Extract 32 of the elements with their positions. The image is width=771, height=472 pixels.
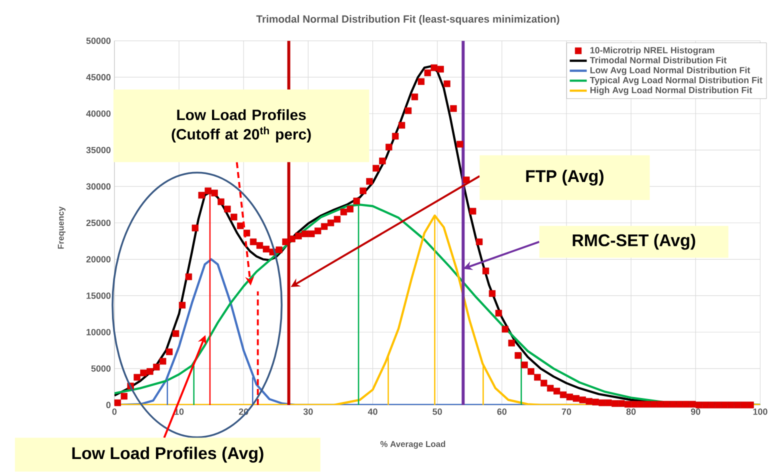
- y-tick-label: 15000: [86, 292, 111, 300]
- y-tick-label: 20000: [86, 256, 111, 263]
- legend-label: Low Avg Load Normal Distribution Fit: [590, 66, 750, 76]
- x-tick-label: 100: [753, 408, 768, 416]
- x-tick-label: 30: [303, 408, 313, 416]
- annotation: FTP (Avg): [526, 170, 604, 186]
- x-axis-title: % Average Load: [380, 440, 446, 449]
- y-tick-label: 25000: [86, 220, 111, 226]
- y-tick-label: 45000: [86, 74, 111, 81]
- annotation: RMC-SET (Avg): [572, 234, 696, 250]
- x-tick-label: 90: [690, 408, 700, 416]
- x-tick-label: 80: [626, 408, 636, 416]
- legend-label: High Avg Load Normal Distribution Fit: [590, 86, 752, 96]
- y-tick-label: 40000: [86, 110, 111, 117]
- x-tick-label: 70: [562, 408, 572, 416]
- chart-title: Trimodal Normal Distribution Fit (least-squares minimization): [256, 15, 560, 25]
- x-tick-label: 40: [368, 408, 378, 416]
- legend-label: 10-Microtrip NREL Histogram: [590, 46, 714, 56]
- legend-label: Trimodal Normal Distribution Fit: [590, 56, 727, 64]
- y-tick-label: 10000: [86, 329, 111, 336]
- y-tick-label: 30000: [86, 183, 111, 190]
- y-tick-label: 5000: [91, 366, 111, 372]
- y-tick-label: 35000: [86, 147, 111, 154]
- y-tick-label: 50000: [86, 38, 111, 44]
- y-tick-label: 0: [106, 402, 111, 408]
- x-tick-label: 60: [497, 408, 507, 416]
- y-axis-title: Frequency: [58, 206, 66, 249]
- x-tick-label: 0: [112, 408, 117, 416]
- legend-label: Typical Avg Load Normal Distribution Fit: [590, 76, 762, 86]
- annotation: Low Load Profiles (Avg): [72, 446, 264, 463]
- annotation: Low Load Profiles (Cutoff at 20$^{th}$ perc): [172, 109, 311, 143]
- x-tick-label: 50: [432, 408, 442, 416]
